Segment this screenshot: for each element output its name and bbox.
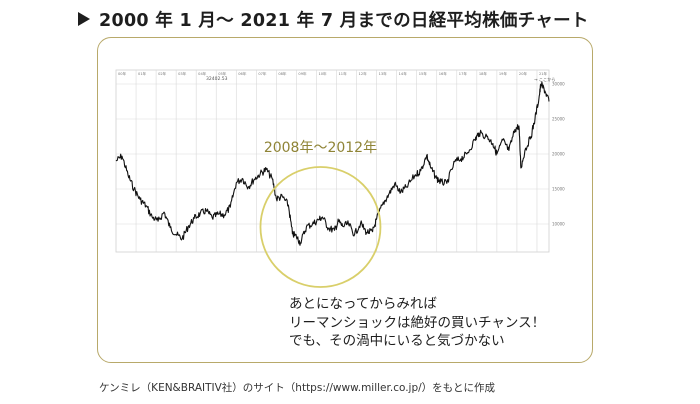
title-row: 2000 年 1 月〜 2021 年 7 月までの日経平均株価チャート <box>78 6 589 32</box>
annotation-line-1: あとになってからみれば <box>289 296 437 312</box>
source-credit: ケンミレ（KEN&BRAITIV社）のサイト（https://www.mille… <box>99 382 495 394</box>
tick-layer: 00年 01年 02年 03年 04年 05年 06年 07年 08年 09年 10年 11年 12年 1… <box>118 71 565 227</box>
y-tick-label: 30000 <box>552 82 565 87</box>
x-tick-label: 20年 <box>519 71 528 76</box>
x-tick-label: 08年 <box>278 71 287 76</box>
grid-layer <box>115 69 550 253</box>
x-tick-label: 16年 <box>439 71 448 76</box>
x-tick-label: 18年 <box>479 71 488 76</box>
x-tick-label: 21年 <box>539 71 548 76</box>
y-tick-label: 15000 <box>552 187 565 192</box>
x-tick-label: 02年 <box>158 71 167 76</box>
x-tick-label: 14年 <box>399 71 408 76</box>
x-tick-label: 17年 <box>459 71 468 76</box>
x-tick-label: 07年 <box>258 71 267 76</box>
highlight-circle <box>259 166 382 288</box>
x-tick-label: 12年 <box>359 71 368 76</box>
current-marker-label: → ここから <box>534 76 556 83</box>
y-tick-label: 25000 <box>552 117 565 122</box>
x-tick-label: 15年 <box>419 71 428 76</box>
series-layer <box>115 81 550 246</box>
overlay-layer: 32402.53 → ここから 2008年〜2012年 <box>206 76 556 288</box>
annotation-line-2: リーマンショックは絶好の買いチャンス！ <box>289 314 546 331</box>
nikkei-series-line <box>115 81 550 246</box>
peak-value-label: 32402.53 <box>206 76 228 82</box>
x-tick-label: 19年 <box>499 71 508 76</box>
plot-border <box>115 69 550 253</box>
x-tick-label: 05年 <box>218 71 227 76</box>
x-tick-label: 00年 <box>118 71 127 76</box>
x-tick-label: 13年 <box>379 71 388 76</box>
page-title: 2000 年 1 月〜 2021 年 7 月までの日経平均株価チャート <box>99 10 589 31</box>
highlight-label: 2008年〜2012年 <box>264 140 377 156</box>
annotation-text: あとになってからみれば リーマンショックは絶好の買いチャンス！ でも、その渦中に… <box>289 295 545 351</box>
x-tick-label: 11年 <box>339 71 348 76</box>
x-tick-label: 04年 <box>198 71 207 76</box>
x-tick-label: 09年 <box>298 71 307 76</box>
x-tick-label: 10年 <box>318 71 327 76</box>
x-tick-label: 06年 <box>238 71 247 76</box>
y-tick-label: 10000 <box>552 222 565 227</box>
chart-frame <box>97 37 593 363</box>
annotation-line-3: でも、その渦中にいると気づかない <box>289 333 505 349</box>
triangle-bullet-icon <box>78 12 90 26</box>
y-tick-label: 20000 <box>552 152 565 157</box>
x-tick-label: 01年 <box>138 71 147 76</box>
x-tick-label: 03年 <box>178 71 187 76</box>
